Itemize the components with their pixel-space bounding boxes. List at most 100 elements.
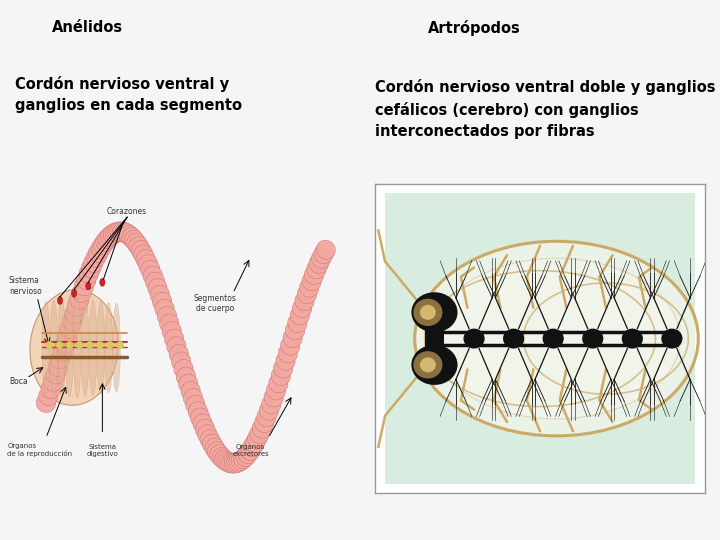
Ellipse shape: [58, 296, 63, 305]
Ellipse shape: [105, 223, 124, 243]
Ellipse shape: [271, 367, 290, 386]
Ellipse shape: [110, 222, 129, 242]
Ellipse shape: [224, 453, 243, 473]
Ellipse shape: [184, 388, 202, 407]
Ellipse shape: [186, 395, 205, 414]
Ellipse shape: [115, 222, 133, 242]
Ellipse shape: [30, 289, 118, 406]
Ellipse shape: [215, 449, 233, 469]
Ellipse shape: [193, 414, 212, 433]
Ellipse shape: [153, 292, 172, 311]
Ellipse shape: [42, 301, 50, 394]
Ellipse shape: [97, 301, 104, 394]
Ellipse shape: [217, 451, 235, 471]
Ellipse shape: [155, 299, 174, 318]
Ellipse shape: [72, 284, 91, 302]
Ellipse shape: [129, 237, 148, 255]
Circle shape: [420, 306, 435, 319]
Ellipse shape: [300, 278, 319, 297]
Ellipse shape: [36, 394, 55, 413]
Ellipse shape: [248, 429, 266, 448]
Circle shape: [117, 341, 124, 349]
Ellipse shape: [281, 336, 300, 355]
Circle shape: [76, 341, 84, 349]
Ellipse shape: [140, 260, 160, 279]
Ellipse shape: [179, 374, 198, 393]
Ellipse shape: [84, 253, 103, 272]
Ellipse shape: [207, 442, 226, 461]
Text: Sistema
nervioso: Sistema nervioso: [9, 276, 42, 296]
Ellipse shape: [294, 292, 314, 310]
Ellipse shape: [210, 445, 228, 464]
Circle shape: [414, 299, 442, 325]
Ellipse shape: [50, 350, 70, 369]
Ellipse shape: [55, 335, 75, 354]
Ellipse shape: [188, 402, 207, 421]
Ellipse shape: [254, 414, 274, 433]
Ellipse shape: [250, 424, 269, 443]
Circle shape: [414, 352, 442, 378]
Ellipse shape: [274, 359, 293, 378]
Ellipse shape: [157, 307, 176, 326]
Ellipse shape: [243, 438, 262, 457]
Ellipse shape: [171, 352, 191, 371]
Text: Anélidos: Anélidos: [53, 21, 123, 35]
FancyBboxPatch shape: [385, 193, 695, 484]
Text: Boca: Boca: [9, 377, 27, 386]
Ellipse shape: [108, 222, 126, 242]
Ellipse shape: [259, 401, 279, 420]
Ellipse shape: [50, 300, 58, 395]
Ellipse shape: [67, 298, 86, 316]
Text: Órganos
de la reproducción: Órganos de la reproducción: [7, 441, 72, 457]
Ellipse shape: [261, 395, 281, 414]
Ellipse shape: [150, 285, 169, 304]
Ellipse shape: [264, 388, 283, 407]
Ellipse shape: [266, 381, 286, 400]
Circle shape: [504, 329, 523, 348]
Ellipse shape: [117, 224, 136, 243]
Ellipse shape: [43, 373, 63, 392]
Ellipse shape: [252, 419, 271, 438]
Ellipse shape: [314, 245, 333, 264]
Ellipse shape: [122, 227, 141, 247]
Ellipse shape: [96, 232, 114, 252]
Ellipse shape: [65, 305, 84, 323]
Ellipse shape: [164, 329, 184, 348]
Ellipse shape: [240, 442, 259, 461]
Ellipse shape: [58, 299, 66, 396]
Ellipse shape: [94, 235, 112, 255]
Ellipse shape: [411, 345, 458, 385]
Ellipse shape: [81, 259, 101, 278]
Circle shape: [66, 341, 73, 349]
Text: Artrópodos: Artrópodos: [428, 20, 521, 36]
Ellipse shape: [105, 302, 112, 393]
Ellipse shape: [302, 272, 321, 291]
Ellipse shape: [103, 225, 122, 245]
Ellipse shape: [160, 314, 179, 333]
Ellipse shape: [433, 258, 680, 419]
Ellipse shape: [48, 357, 68, 376]
Ellipse shape: [204, 438, 224, 457]
Ellipse shape: [46, 365, 65, 384]
Ellipse shape: [220, 453, 238, 472]
Ellipse shape: [231, 451, 250, 471]
Circle shape: [96, 341, 104, 349]
Ellipse shape: [174, 360, 193, 379]
Ellipse shape: [39, 387, 58, 406]
Ellipse shape: [200, 429, 219, 449]
Ellipse shape: [181, 381, 200, 400]
Ellipse shape: [81, 299, 89, 396]
Ellipse shape: [276, 352, 295, 370]
Ellipse shape: [233, 449, 252, 469]
Ellipse shape: [191, 408, 210, 427]
Ellipse shape: [278, 344, 297, 363]
Ellipse shape: [162, 321, 181, 340]
Circle shape: [86, 341, 94, 349]
Ellipse shape: [269, 374, 288, 393]
Ellipse shape: [86, 282, 91, 290]
Ellipse shape: [73, 298, 81, 397]
Circle shape: [107, 341, 114, 349]
Ellipse shape: [229, 453, 248, 472]
Ellipse shape: [305, 266, 323, 285]
Circle shape: [623, 329, 642, 348]
